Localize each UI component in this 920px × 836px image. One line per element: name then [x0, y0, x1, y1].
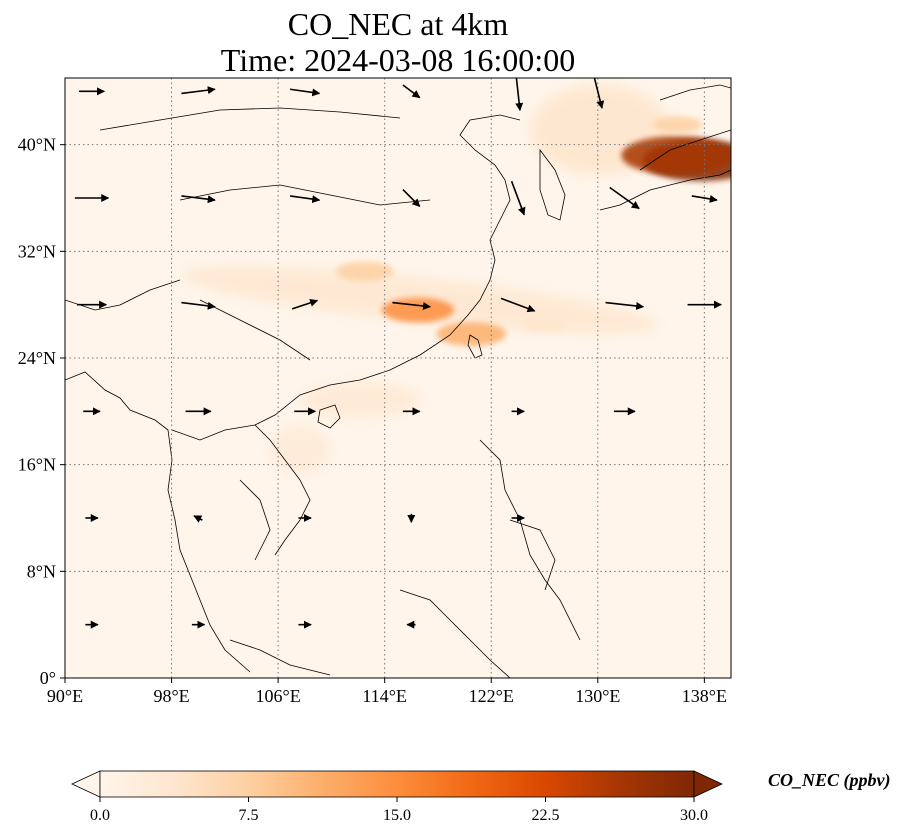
plume-mark — [521, 316, 568, 333]
colorbar-tick-label: 0.0 — [90, 807, 110, 824]
wind-arrow — [291, 298, 319, 310]
lon-tick-label: 98°E — [153, 686, 189, 706]
wind-arrow — [593, 78, 605, 109]
map-subtitle-time: Time: 2024-03-08 16:00:00 — [220, 42, 576, 78]
lon-tick-label: 122°E — [469, 686, 514, 706]
wind-arrow — [181, 86, 216, 95]
longitude-ticks: 90°E 98°E 106°E 114°E 122°E 130°E 138°E — [47, 678, 727, 706]
wind-arrow — [609, 186, 640, 210]
plume-mark — [621, 135, 731, 175]
lon-tick-label: 106°E — [256, 686, 301, 706]
lon-tick-label: 114°E — [362, 686, 407, 706]
wind-arrow — [605, 301, 645, 310]
colorbar-extend-min — [71, 770, 101, 798]
colorbar-tick-label: 15.0 — [383, 807, 411, 824]
wind-arrow — [193, 515, 203, 523]
map-background — [65, 78, 731, 678]
colorbar-tick-label: 7.5 — [239, 807, 259, 824]
lat-tick-label: 8°N — [27, 561, 56, 581]
lat-tick-label: 32°N — [18, 241, 56, 261]
lon-tick-label: 138°E — [682, 686, 727, 706]
lon-tick-label: 130°E — [575, 686, 620, 706]
wind-arrow — [289, 88, 321, 97]
colorbar: 0.0 7.5 15.0 22.5 30.0 — [71, 770, 723, 824]
lat-tick-label: 24°N — [18, 348, 56, 368]
gridlines — [65, 78, 731, 678]
wind-arrow — [289, 195, 321, 204]
wind-arrow — [181, 301, 216, 310]
plume-mark — [653, 116, 703, 134]
wind-arrow — [510, 180, 526, 216]
plume-mark — [335, 261, 394, 282]
wind-arrow — [402, 189, 421, 207]
wind-vectors — [74, 78, 722, 629]
wind-arrow — [181, 195, 216, 204]
lat-tick-label: 40°N — [18, 135, 56, 155]
latitude-ticks: 0° 8°N 16°N 24°N 32°N 40°N — [18, 135, 65, 688]
map-title: CO_NEC at 4km — [287, 6, 509, 42]
colorbar-extend-max — [693, 770, 723, 798]
wind-arrow — [402, 84, 421, 99]
lat-tick-label: 16°N — [18, 455, 56, 475]
coastlines — [65, 84, 731, 678]
colorbar-gradient — [99, 770, 695, 798]
colorbar-label: CO_NEC (ppbv) — [768, 770, 891, 790]
colorbar-tick-label: 30.0 — [680, 807, 708, 824]
colorbar-tick-label: 22.5 — [532, 807, 560, 824]
wind-arrow — [392, 301, 432, 310]
plume-mark — [436, 322, 506, 346]
wind-arrow — [515, 78, 524, 112]
wind-arrow — [691, 194, 718, 203]
plume-mark — [381, 297, 455, 323]
map-frame — [64, 77, 732, 679]
wind-arrow — [500, 297, 536, 313]
lon-tick-label: 90°E — [47, 686, 83, 706]
lat-tick-label: 0° — [40, 668, 56, 688]
